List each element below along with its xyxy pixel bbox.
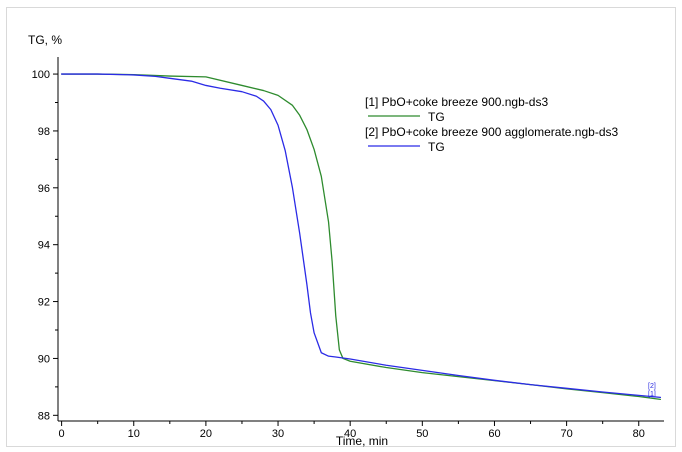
series-marker-2: [2]	[648, 383, 656, 390]
series-layer	[60, 73, 662, 401]
x-ticks: 0 10 20 30 40 50 60 70 80	[59, 421, 645, 440]
y-tick-label: 92	[38, 297, 50, 309]
y-tick-label: 90	[38, 353, 50, 365]
y-axis-title: TG, %	[28, 33, 62, 47]
series-marker-1: [1]	[648, 391, 656, 398]
legend-title-2: [2] PbO+coke breeze 900 agglomerate.ngb-…	[365, 125, 618, 139]
x-tick-label: 60	[488, 428, 500, 440]
legend-title-1: [1] PbO+coke breeze 900.ngb-ds3	[365, 95, 548, 109]
x-tick-label: 10	[128, 428, 140, 440]
y-tick-label: 88	[38, 410, 50, 422]
legend: [1] PbO+coke breeze 900.ngb-ds3 TG [2] P…	[365, 95, 618, 154]
y-tick-label: 100	[32, 69, 50, 81]
legend-series-name-1: TG	[428, 110, 445, 124]
y-tick-label: 98	[38, 126, 50, 138]
x-tick-label: 40	[344, 428, 356, 440]
x-tick-label: 30	[272, 428, 284, 440]
x-tick-label: 80	[633, 428, 645, 440]
series-line-1	[60, 73, 662, 401]
chart-frame	[6, 7, 676, 447]
y-ticks: 88 90 92 94 96 98 100	[32, 69, 58, 422]
x-tick-label: 0	[59, 428, 65, 440]
y-tick-label: 94	[38, 240, 50, 252]
x-tick-label: 50	[416, 428, 428, 440]
axes	[57, 57, 664, 422]
series-line-2	[60, 73, 662, 399]
x-tick-label: 70	[560, 428, 572, 440]
x-tick-label: 20	[200, 428, 212, 440]
y-tick-label: 96	[38, 183, 50, 195]
x-axis-title: Time, min	[336, 434, 388, 448]
legend-series-name-2: TG	[428, 140, 445, 154]
